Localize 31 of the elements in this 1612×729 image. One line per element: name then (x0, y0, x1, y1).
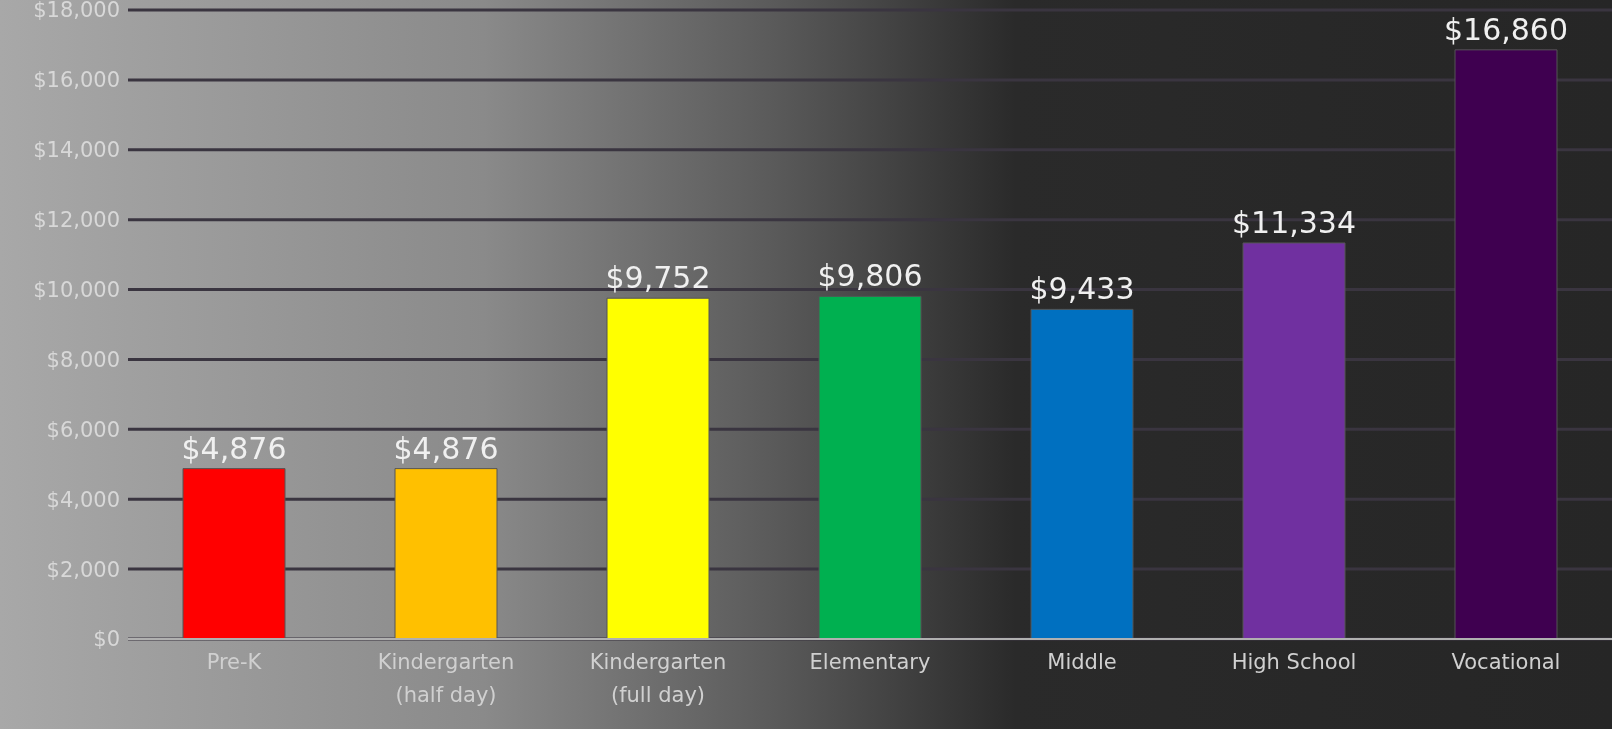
y-tick-label: $2,000 (46, 557, 120, 582)
y-tick-label: $14,000 (33, 138, 120, 163)
x-tick-label: Pre-K (206, 650, 263, 674)
x-tick-label: High School (1231, 650, 1357, 674)
x-tick-label: Elementary (809, 650, 931, 674)
data-label: $9,752 (605, 260, 711, 296)
data-label: $9,806 (817, 258, 923, 294)
data-label: $9,433 (1029, 271, 1135, 307)
bar (818, 295, 922, 639)
data-label: $4,876 (181, 430, 287, 466)
bar (182, 468, 286, 639)
y-tick-label: $8,000 (46, 347, 120, 372)
bar (1454, 49, 1558, 639)
bar (606, 297, 710, 639)
data-label: $16,860 (1443, 11, 1569, 47)
y-tick-label: $6,000 (46, 417, 120, 442)
y-tick-label: $18,000 (33, 0, 120, 23)
y-tick-label: $10,000 (33, 278, 120, 303)
y-tick-label: $0 (93, 627, 120, 652)
bar (1030, 308, 1134, 639)
y-tick-label: $4,000 (46, 487, 120, 512)
data-label: $4,876 (393, 430, 499, 466)
data-label: $11,334 (1231, 204, 1357, 240)
x-tick-label: Middle (1047, 650, 1117, 674)
bar (1242, 242, 1346, 639)
bar (394, 468, 498, 639)
x-tick-label: Kindergarten (half day) (377, 650, 515, 707)
x-tick-label: Vocational (1451, 650, 1561, 674)
y-tick-label: $16,000 (33, 68, 120, 93)
x-tick-label: Kindergarten (full day) (589, 650, 727, 707)
y-tick-label: $12,000 (33, 208, 120, 233)
